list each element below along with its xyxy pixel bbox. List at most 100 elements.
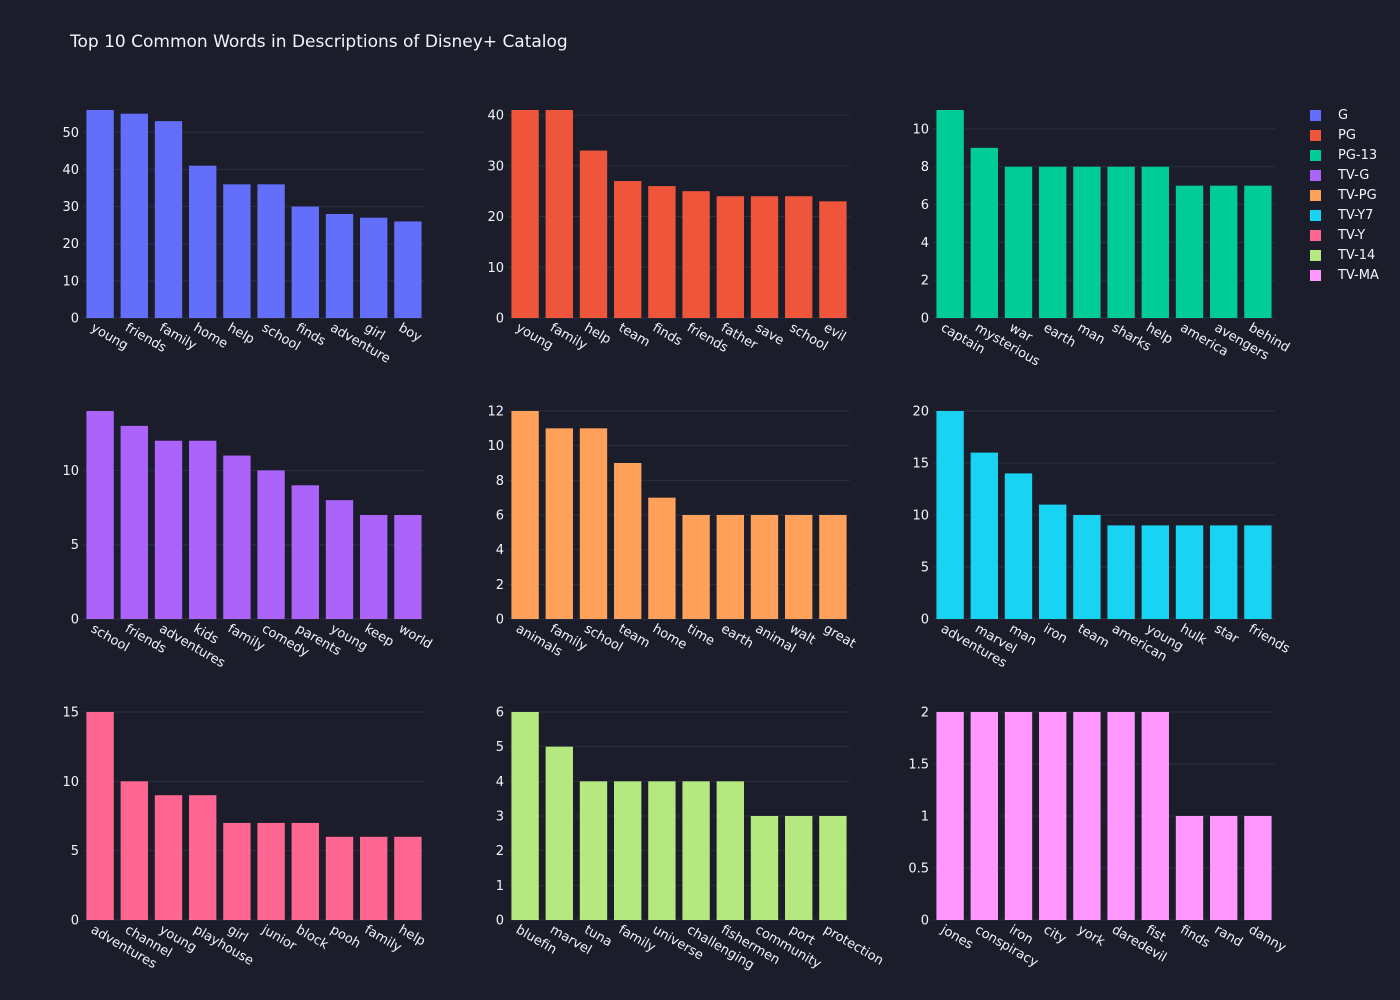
bar[interactable] — [223, 455, 251, 619]
bar[interactable] — [1210, 816, 1238, 920]
legend-item-pg[interactable]: PG — [1310, 126, 1395, 146]
legend-item-tv-pg[interactable]: TV-PG — [1310, 186, 1395, 206]
bar[interactable] — [257, 470, 285, 619]
bar[interactable] — [1244, 185, 1272, 318]
legend-item-g[interactable]: G — [1310, 106, 1395, 126]
bar[interactable] — [819, 816, 847, 920]
bar[interactable] — [682, 781, 710, 920]
bar[interactable] — [1107, 712, 1135, 920]
bar[interactable] — [154, 440, 183, 619]
bar[interactable] — [1244, 816, 1272, 920]
bar[interactable] — [579, 150, 608, 318]
bar[interactable] — [511, 712, 539, 920]
bar[interactable] — [545, 746, 573, 920]
bar[interactable] — [682, 191, 710, 318]
bar[interactable] — [189, 440, 217, 619]
bar[interactable] — [360, 515, 388, 619]
bar[interactable] — [257, 184, 285, 318]
bar[interactable] — [86, 110, 114, 318]
bar[interactable] — [545, 110, 573, 318]
bar[interactable] — [511, 411, 539, 619]
bar[interactable] — [716, 515, 744, 619]
legend-item-tv-14[interactable]: TV-14 — [1310, 245, 1395, 265]
bar[interactable] — [325, 500, 354, 619]
bar[interactable] — [257, 822, 285, 920]
bar[interactable] — [1210, 185, 1238, 318]
legend-item-tv-y[interactable]: TV-Y — [1310, 225, 1395, 245]
bar[interactable] — [936, 411, 964, 619]
bar[interactable] — [648, 781, 676, 920]
legend-item-pg-13[interactable]: PG-13 — [1310, 146, 1395, 166]
bar[interactable] — [1039, 712, 1067, 920]
bar[interactable] — [1039, 166, 1067, 318]
bar[interactable] — [819, 515, 847, 619]
bar[interactable] — [394, 836, 422, 920]
bar[interactable] — [1073, 166, 1101, 318]
bar[interactable] — [223, 822, 251, 920]
bar[interactable] — [1004, 712, 1033, 920]
bar[interactable] — [579, 428, 608, 619]
bar[interactable] — [970, 452, 998, 619]
bar[interactable] — [1004, 473, 1033, 619]
bar[interactable] — [785, 515, 813, 619]
bar[interactable] — [154, 795, 183, 920]
bar[interactable] — [291, 206, 319, 318]
bar[interactable] — [291, 485, 319, 619]
bar[interactable] — [682, 515, 710, 619]
bar[interactable] — [189, 165, 217, 318]
legend-item-tv-y7[interactable]: TV-Y7 — [1310, 205, 1395, 225]
bar[interactable] — [785, 196, 813, 318]
bar[interactable] — [1073, 712, 1101, 920]
bar[interactable] — [1107, 166, 1135, 318]
bar[interactable] — [545, 428, 573, 619]
bar[interactable] — [819, 201, 847, 318]
bar[interactable] — [189, 795, 217, 920]
bar[interactable] — [360, 836, 388, 920]
bar[interactable] — [648, 186, 676, 318]
bar[interactable] — [1141, 166, 1169, 318]
bar[interactable] — [154, 121, 183, 319]
bar[interactable] — [394, 221, 422, 318]
bar[interactable] — [86, 712, 114, 920]
bar[interactable] — [1244, 525, 1272, 619]
bar[interactable] — [223, 184, 251, 318]
bar[interactable] — [936, 110, 964, 318]
bar[interactable] — [614, 181, 642, 318]
bar[interactable] — [291, 822, 319, 920]
bar[interactable] — [716, 196, 744, 318]
legend-item-tv-ma[interactable]: TV-MA — [1310, 265, 1395, 285]
bar[interactable] — [936, 712, 964, 920]
bar[interactable] — [1039, 504, 1067, 619]
legend-item-tv-g[interactable]: TV-G — [1310, 166, 1395, 186]
bar[interactable] — [716, 781, 744, 920]
bar[interactable] — [750, 515, 779, 619]
bar[interactable] — [750, 816, 779, 920]
bar[interactable] — [1175, 816, 1204, 920]
bar[interactable] — [1210, 525, 1238, 619]
bar[interactable] — [1004, 166, 1033, 318]
bar[interactable] — [785, 816, 813, 920]
bar[interactable] — [120, 425, 148, 619]
bar[interactable] — [325, 214, 354, 318]
bar[interactable] — [970, 147, 998, 318]
bar[interactable] — [648, 497, 676, 619]
bar[interactable] — [1073, 515, 1101, 619]
bar[interactable] — [614, 463, 642, 619]
bar[interactable] — [1141, 712, 1169, 920]
bar[interactable] — [86, 411, 114, 619]
bar[interactable] — [394, 515, 422, 619]
bar[interactable] — [511, 110, 539, 318]
bar[interactable] — [325, 836, 354, 920]
x-tick-label: school — [787, 320, 831, 354]
bar[interactable] — [360, 217, 388, 318]
bar[interactable] — [120, 781, 148, 920]
bar[interactable] — [579, 781, 608, 920]
bar[interactable] — [1107, 525, 1135, 619]
bar[interactable] — [1175, 525, 1204, 619]
bar[interactable] — [1141, 525, 1169, 619]
bar[interactable] — [120, 113, 148, 318]
bar[interactable] — [750, 196, 779, 318]
bar[interactable] — [1175, 185, 1204, 318]
bar[interactable] — [614, 781, 642, 920]
bar[interactable] — [970, 712, 998, 920]
